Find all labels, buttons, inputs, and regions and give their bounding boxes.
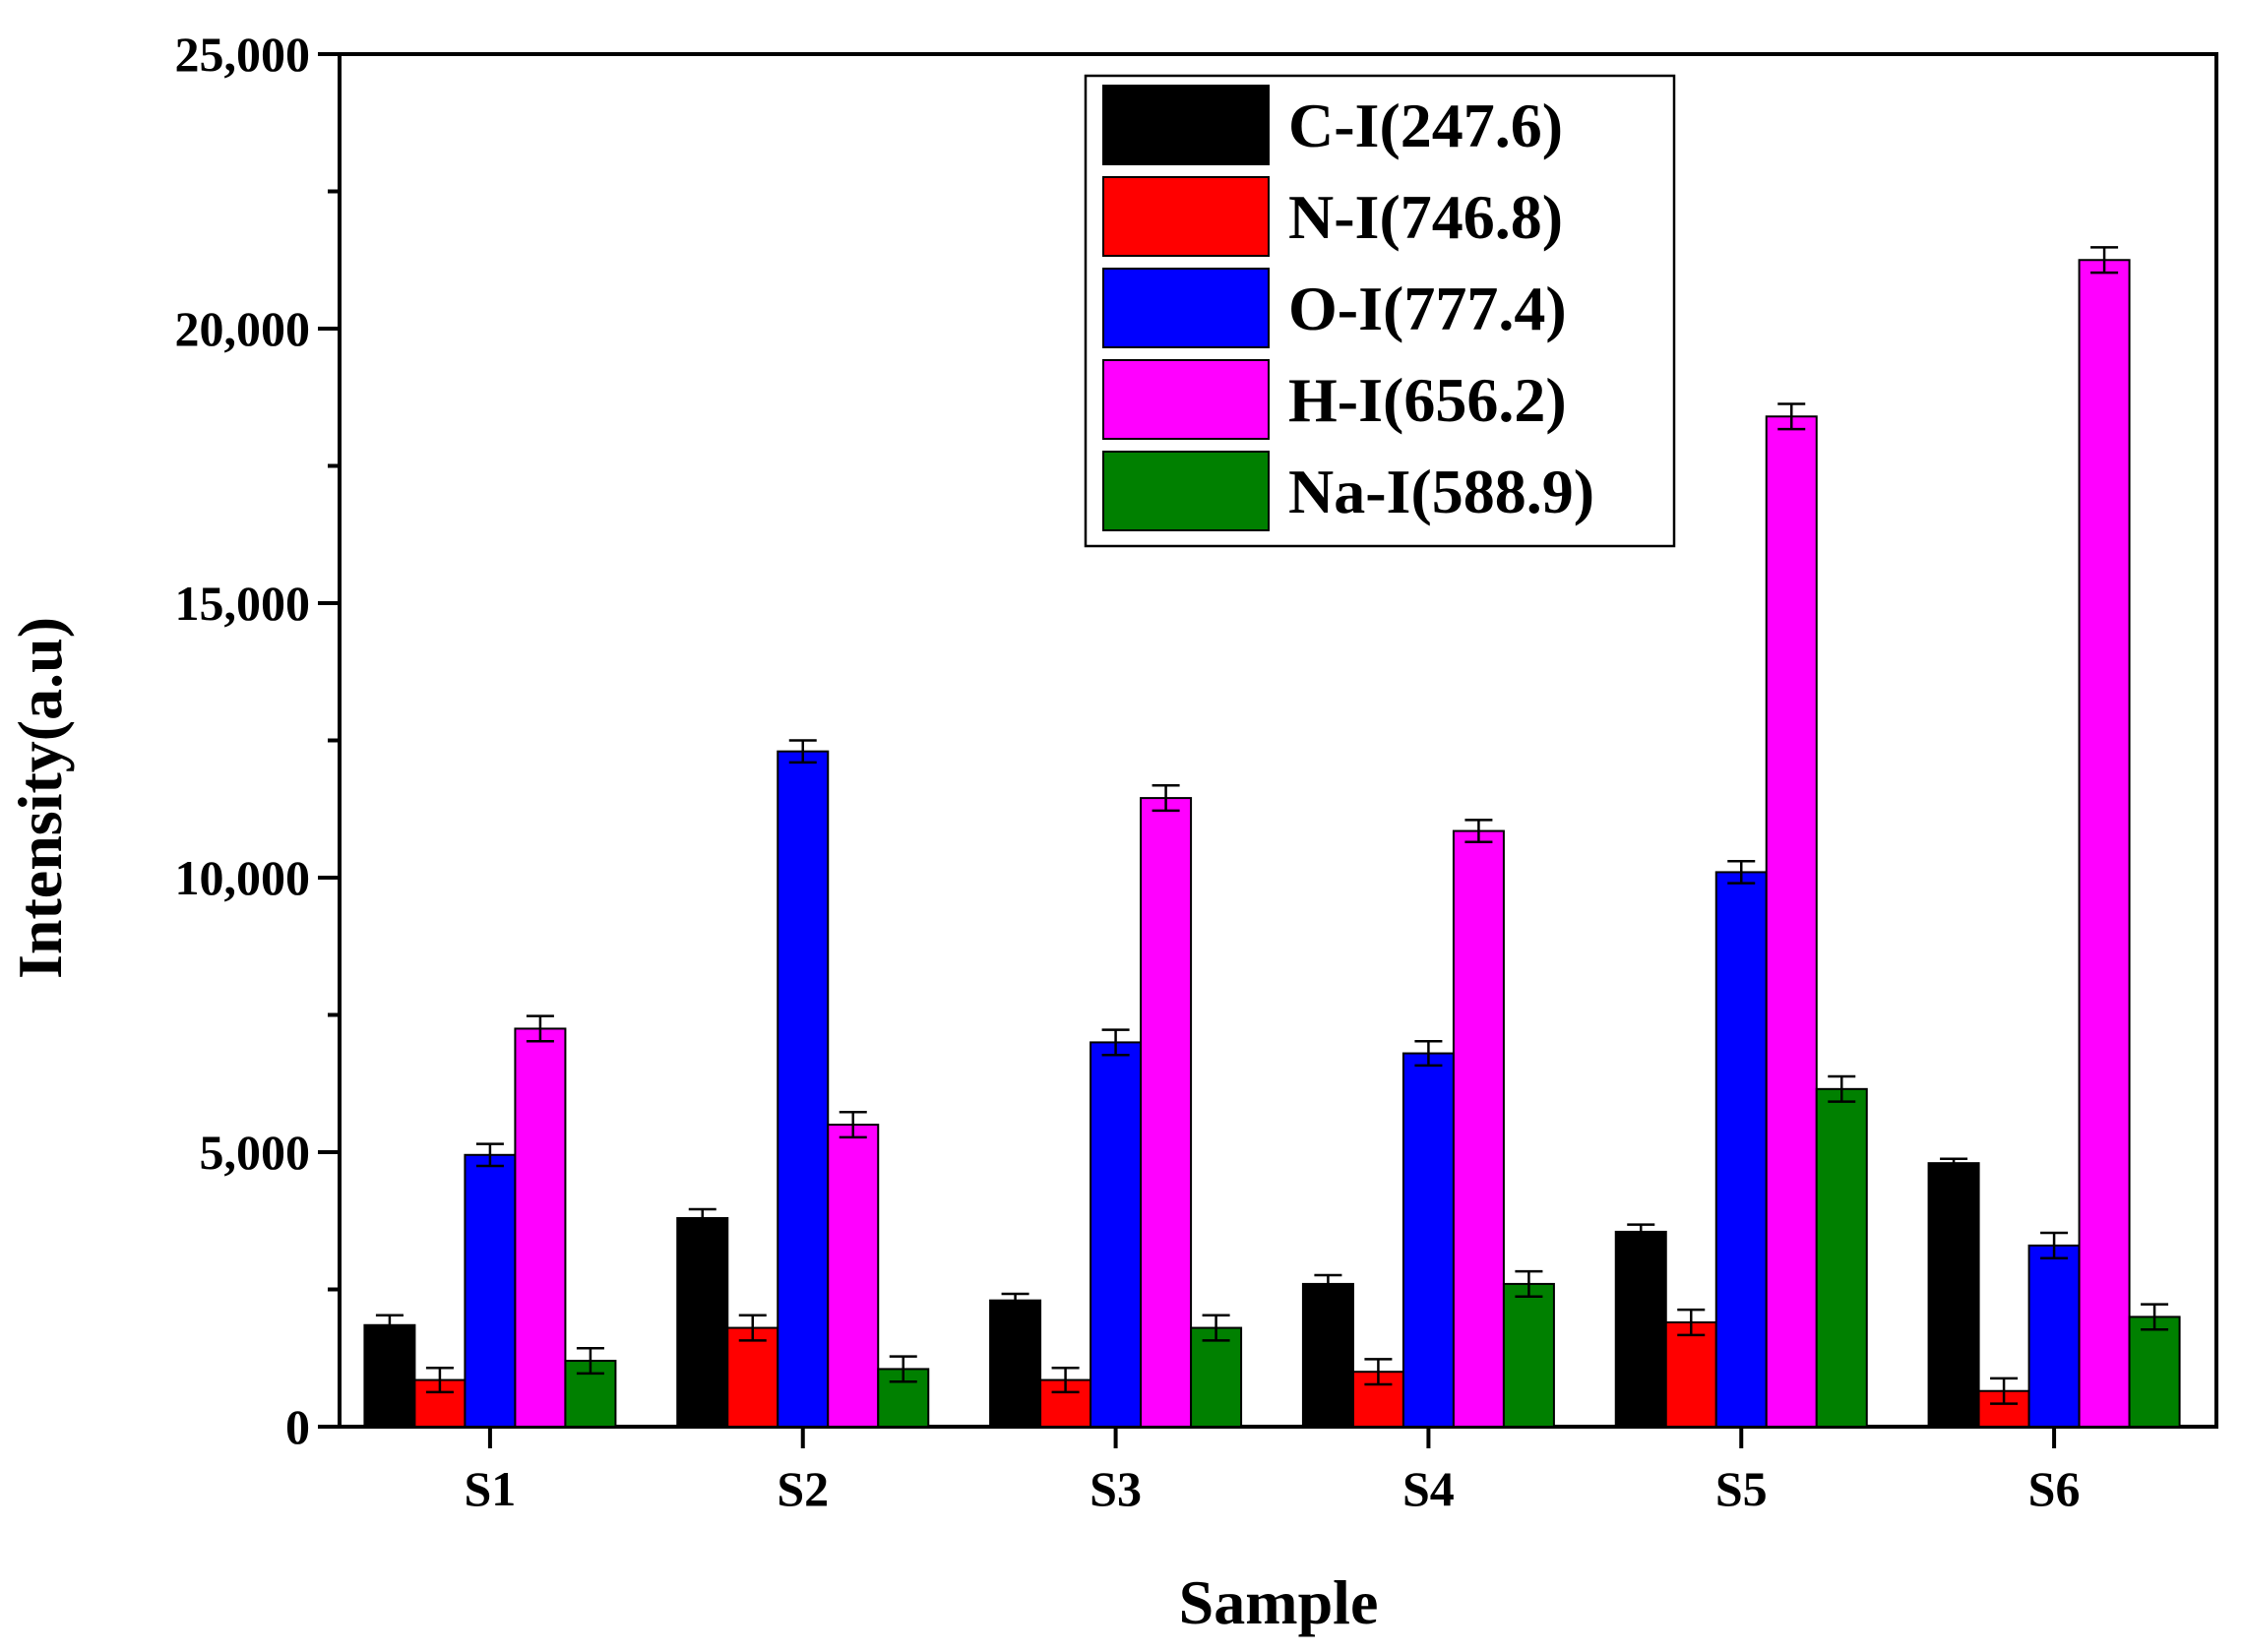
bar	[1765, 415, 1818, 1428]
legend-label: Na-I(588.9)	[1288, 457, 1594, 526]
bar	[1452, 829, 1505, 1428]
legend-swatch	[1102, 268, 1270, 348]
bar	[1401, 1052, 1455, 1429]
y-tick-label: 0	[285, 1399, 310, 1454]
bar	[1090, 1041, 1143, 1429]
series-Na-I(588.9)	[564, 1074, 2181, 1429]
bar	[1502, 1282, 1555, 1429]
y-tick-label: 20,000	[175, 301, 311, 356]
bar	[363, 1323, 416, 1429]
x-axis: S1 S2 S3 S4 S5 S6	[465, 1427, 2081, 1516]
legend: C-I(247.6) N-I(746.8) O-I(777.4) H-I(656.2)…	[1084, 74, 1676, 548]
bar	[827, 1124, 880, 1428]
bar	[676, 1216, 729, 1428]
series-H-I(656.2)	[514, 246, 2131, 1428]
bar	[2027, 1244, 2081, 1428]
legend-label: N-I(746.8)	[1288, 182, 1563, 252]
bar	[2078, 259, 2131, 1428]
y-axis: 0 5,000 10,000 15,000 20,000 25,000	[175, 27, 340, 1454]
x-tick-label: S3	[1090, 1461, 1142, 1516]
x-tick-label: S1	[465, 1461, 517, 1516]
legend-label: O-I(777.4)	[1288, 274, 1567, 343]
bar	[726, 1326, 779, 1429]
x-tick-label: S5	[1715, 1461, 1768, 1516]
legend-swatch	[1102, 85, 1270, 165]
legend-label: H-I(656.2)	[1288, 365, 1567, 435]
bar	[1614, 1230, 1667, 1429]
y-tick-label: 25,000	[175, 27, 311, 82]
legend-swatch	[1102, 451, 1270, 531]
series-N-I(746.8)	[413, 1308, 2030, 1429]
bar	[2128, 1315, 2181, 1429]
bar	[1301, 1282, 1354, 1429]
legend-swatch	[1102, 359, 1270, 440]
bar	[1190, 1326, 1243, 1429]
plot-area	[338, 52, 2218, 1429]
bar	[1664, 1320, 1717, 1428]
legend-swatch	[1102, 176, 1270, 257]
bar	[1815, 1087, 1868, 1428]
legend-label: C-I(247.6)	[1288, 91, 1563, 160]
series-O-I(777.4)	[464, 739, 2081, 1429]
x-tick-label: S4	[1402, 1461, 1455, 1516]
bar	[777, 750, 830, 1428]
y-tick-label: 5,000	[200, 1125, 311, 1180]
bar	[464, 1153, 517, 1429]
bar	[1927, 1162, 1980, 1429]
y-tick-label: 15,000	[175, 576, 311, 631]
y-axis-title: Intensity(a.u)	[5, 617, 75, 979]
x-axis-title: Sample	[1179, 1567, 1379, 1637]
x-tick-label: S2	[777, 1461, 829, 1516]
bar	[1140, 797, 1193, 1428]
x-tick-label: S6	[2028, 1461, 2081, 1516]
series-C-I(247.6)	[363, 1157, 1980, 1429]
y-tick-label: 10,000	[175, 850, 311, 905]
bar	[1714, 871, 1768, 1428]
bar	[514, 1027, 567, 1428]
bar	[989, 1299, 1042, 1429]
